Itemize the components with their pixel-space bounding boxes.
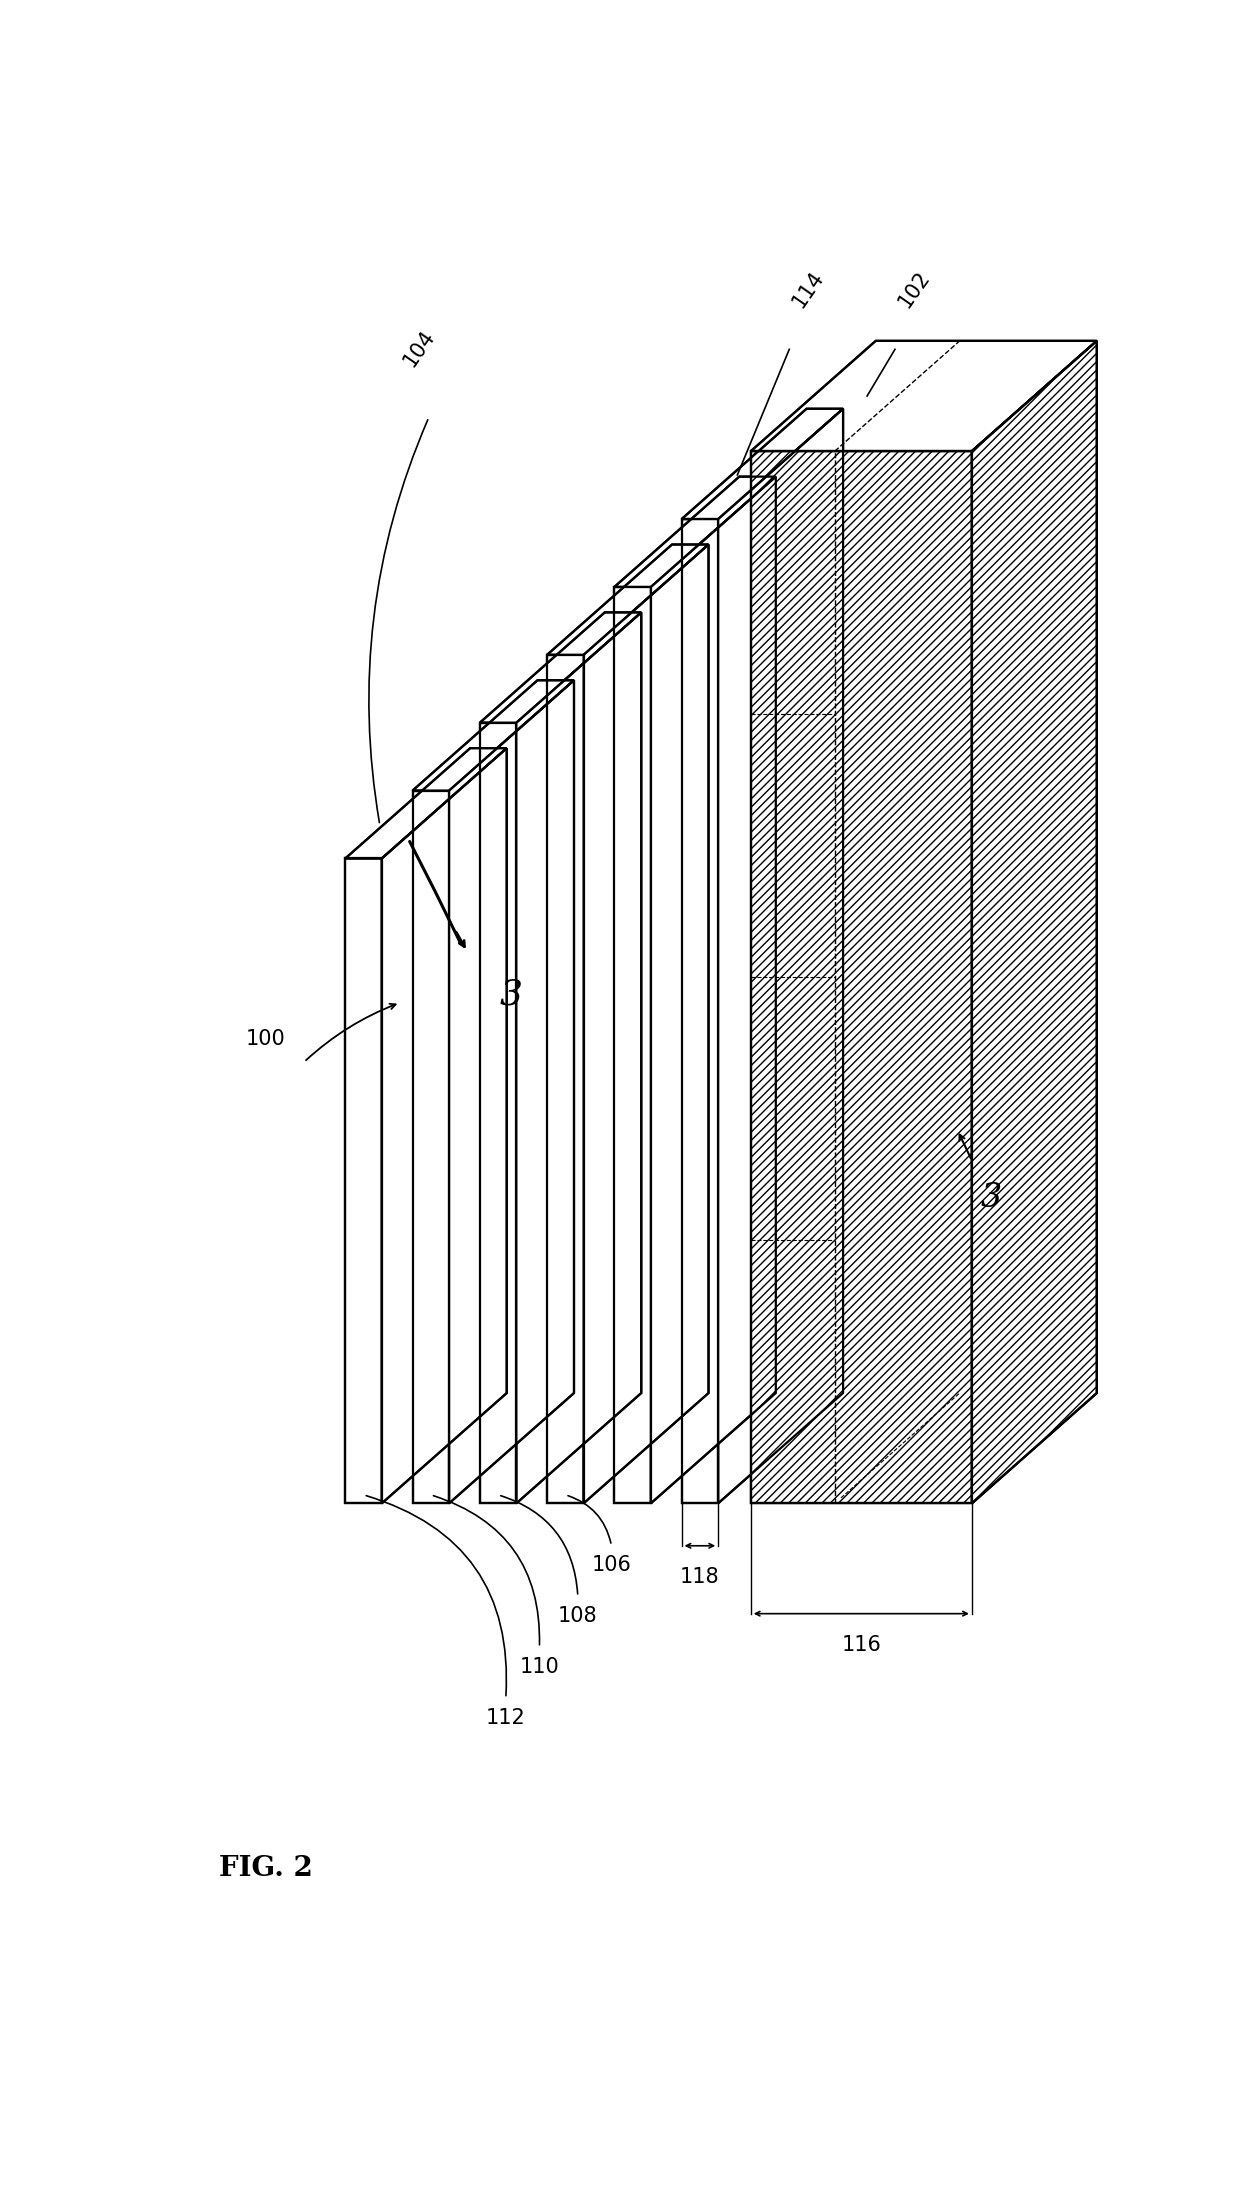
Text: 106: 106 — [591, 1556, 631, 1576]
Polygon shape — [547, 655, 584, 1503]
Polygon shape — [480, 613, 641, 723]
Text: 100: 100 — [246, 1029, 285, 1049]
Text: 116: 116 — [842, 1635, 882, 1655]
Polygon shape — [718, 408, 843, 1503]
Text: 102: 102 — [894, 267, 934, 311]
Polygon shape — [682, 408, 843, 520]
Polygon shape — [614, 586, 651, 1503]
Polygon shape — [413, 791, 449, 1503]
Text: 3: 3 — [981, 1181, 1002, 1214]
Polygon shape — [751, 342, 1096, 452]
Polygon shape — [972, 342, 1096, 1503]
Polygon shape — [651, 476, 776, 1503]
Polygon shape — [751, 452, 972, 1503]
Polygon shape — [449, 681, 574, 1503]
Polygon shape — [516, 613, 641, 1503]
Text: 104: 104 — [399, 326, 439, 370]
Text: 114: 114 — [789, 267, 828, 311]
Polygon shape — [614, 476, 776, 586]
Text: FIG. 2: FIG. 2 — [218, 1856, 312, 1882]
Text: 108: 108 — [558, 1607, 598, 1627]
Polygon shape — [382, 747, 507, 1503]
Polygon shape — [480, 723, 516, 1503]
Text: 3: 3 — [498, 976, 522, 1012]
Text: 110: 110 — [520, 1657, 559, 1677]
Polygon shape — [345, 857, 382, 1503]
Text: 112: 112 — [486, 1708, 526, 1728]
Polygon shape — [972, 342, 1096, 1503]
Polygon shape — [682, 520, 718, 1503]
Polygon shape — [584, 544, 708, 1503]
Polygon shape — [547, 544, 708, 655]
Text: 118: 118 — [680, 1567, 719, 1587]
Polygon shape — [345, 747, 507, 857]
Polygon shape — [413, 681, 574, 791]
Polygon shape — [751, 452, 972, 1503]
